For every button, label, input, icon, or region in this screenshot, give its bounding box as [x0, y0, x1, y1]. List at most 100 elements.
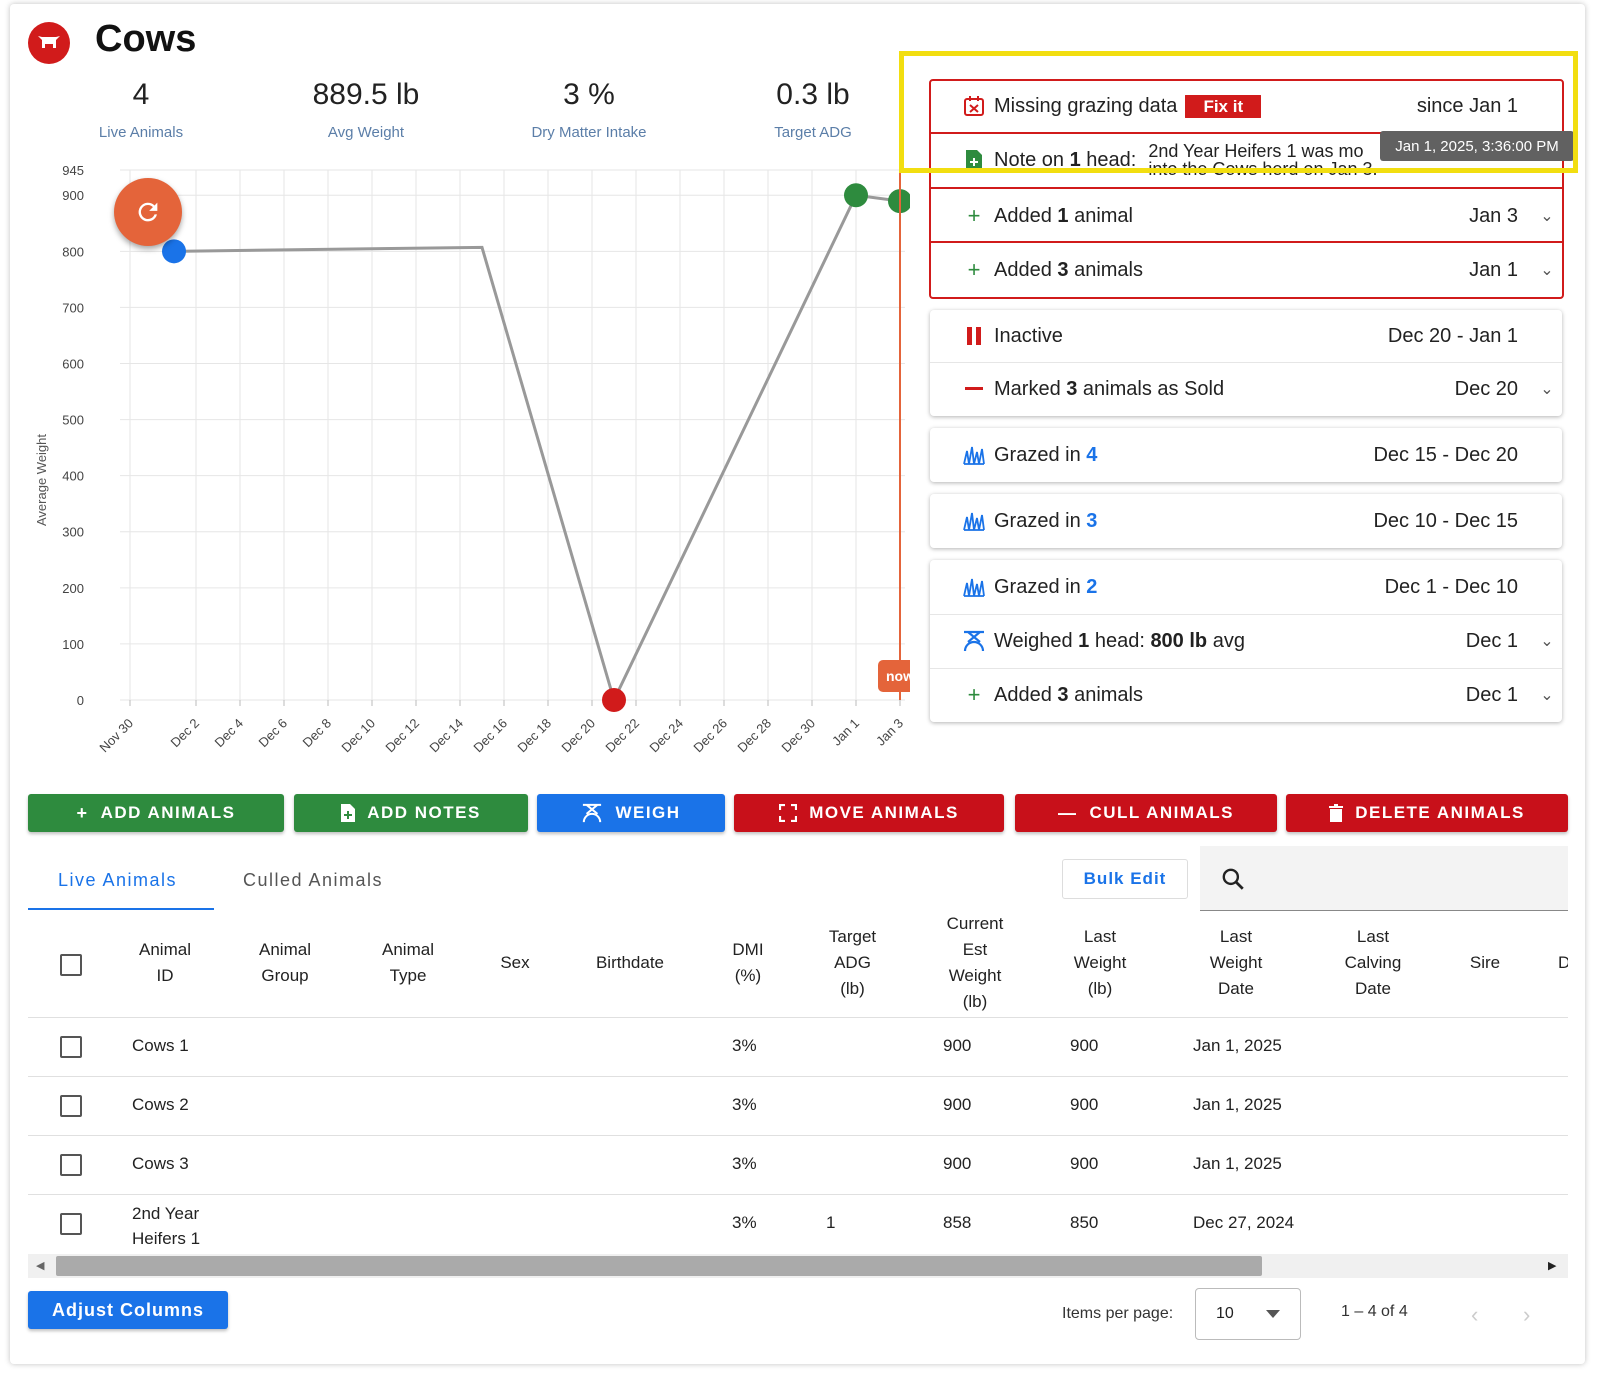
col-last-calving-date[interactable]: Last Calving Date [1344, 927, 1402, 998]
move-animals-button[interactable]: MOVE ANIMALS [734, 794, 1004, 832]
chevron-down-icon[interactable]: ⌄ [1540, 262, 1554, 279]
minus-icon: — [1057, 802, 1078, 823]
scrollbar-thumb[interactable] [56, 1256, 1262, 1276]
cell-dmi: 3% [732, 1036, 757, 1055]
refresh-button[interactable] [114, 178, 182, 246]
chevron-down-icon[interactable]: ⌄ [1540, 687, 1554, 704]
cull-animals-button[interactable]: — CULL ANIMALS [1015, 794, 1277, 832]
event-grazed-4[interactable]: Grazed in 4 Dec 15 - Dec 20 [930, 429, 1562, 481]
event-marked-sold[interactable]: Marked 3 animals as Sold Dec 20 ⌄ [930, 363, 1562, 415]
col-current-est-weight[interactable]: Current Est Weight (lb) [946, 914, 1004, 1011]
col-animal-group[interactable]: Animal Group [259, 940, 311, 985]
now-marker: now [878, 170, 910, 700]
row-checkbox[interactable] [60, 1036, 82, 1058]
next-page-icon[interactable]: › [1523, 1302, 1531, 1327]
event-weighed[interactable]: Weighed 1 head: 800 lb avg Dec 1 ⌄ [930, 615, 1562, 667]
inactive-event-group [930, 310, 1562, 416]
scroll-right-icon[interactable]: ▶ [1548, 1260, 1557, 1272]
data-point [602, 688, 626, 712]
cell-dmi: 3% [732, 1213, 757, 1232]
event-grazed-2[interactable]: Grazed in 2 Dec 1 - Dec 10 [930, 561, 1562, 613]
add-animals-button[interactable]: + ADD ANIMALS [28, 794, 284, 832]
col-last-weight[interactable]: Last Weight (lb) [1073, 927, 1127, 998]
divider [930, 187, 1562, 189]
row-divider [28, 1017, 1568, 1018]
cell-animal-id[interactable]: 2nd Year Heifers 1 [132, 1204, 201, 1248]
data-point [162, 239, 186, 264]
weigh-button[interactable]: WEIGH [537, 794, 725, 832]
event-note[interactable]: Note on 1 head: 2nd Year Heifers 1 was m… [930, 134, 1562, 186]
event-inactive[interactable]: Inactive Dec 20 - Jan 1 [930, 310, 1562, 362]
cell-current-est: 900 [943, 1036, 972, 1055]
x-tick-label: Dec 8 [299, 716, 334, 751]
col-cut[interactable]: D [1558, 953, 1568, 972]
fix-it-button[interactable]: Fix it [1185, 94, 1262, 118]
col-animal-type[interactable]: Animal Type [382, 940, 434, 985]
grass-icon [962, 577, 986, 597]
search-input[interactable] [1200, 846, 1568, 911]
adjust-columns-button[interactable]: Adjust Columns [28, 1291, 228, 1329]
y-tick-label: 945 [62, 163, 84, 178]
cell-animal-id[interactable]: Cows 1 [132, 1036, 189, 1055]
stat-label: Dry Matter Intake [531, 124, 647, 141]
tab-culled-animals[interactable]: Culled Animals [243, 870, 384, 890]
page-range: 1 – 4 of 4 [1341, 1303, 1408, 1320]
col-dmi[interactable]: DMI (%) [732, 940, 764, 985]
paddock-link[interactable]: 4 [1086, 443, 1098, 466]
chevron-down-icon[interactable]: ⌄ [1540, 381, 1554, 398]
row-checkbox[interactable] [60, 1154, 82, 1176]
tab-live-animals[interactable]: Live Animals [58, 870, 178, 890]
cell-last-weight-date: Jan 1, 2025 [1193, 1095, 1282, 1114]
row-checkbox[interactable] [60, 1213, 82, 1235]
row-divider [28, 1194, 1568, 1195]
cell-last-weight: 900 [1070, 1036, 1099, 1055]
grass-icon [962, 445, 986, 465]
row-checkbox[interactable] [60, 1095, 82, 1117]
paddock-link[interactable]: 2 [1086, 575, 1098, 598]
col-last-weight-date[interactable]: Last Weight Date [1209, 927, 1263, 998]
delete-animals-button[interactable]: DELETE ANIMALS [1286, 794, 1568, 832]
y-tick-label: 900 [62, 188, 84, 203]
event-text: Missing grazing data [994, 94, 1178, 117]
chevron-down-icon[interactable]: ⌄ [1540, 633, 1554, 650]
cell-animal-id[interactable]: Cows 2 [132, 1095, 189, 1114]
col-animal-id[interactable]: Animal ID [139, 940, 191, 985]
col-birthdate[interactable]: Birthdate [595, 953, 665, 972]
prev-page-icon[interactable]: ‹ [1471, 1302, 1479, 1327]
x-tick-label: Jan 3 [873, 716, 906, 749]
col-sex[interactable]: Sex [500, 953, 530, 972]
horizontal-scrollbar[interactable]: ◀ ▶ [28, 1254, 1568, 1278]
stat-value: 889.5 lb [312, 78, 420, 111]
col-sire[interactable]: Sire [1469, 953, 1501, 972]
event-grazed-3[interactable]: Grazed in 3 Dec 10 - Dec 15 [930, 495, 1562, 547]
cell-last-weight-date: Jan 1, 2025 [1193, 1154, 1282, 1173]
event-added-3[interactable]: + Added 3 animals Jan 1 ⌄ [930, 244, 1562, 296]
select-all-checkbox[interactable] [60, 954, 82, 976]
event-missing-grazing[interactable]: Missing grazing data Fix it since Jan 1 [930, 80, 1562, 132]
divider [930, 132, 1562, 134]
event-date: Dec 20 - Jan 1 [1387, 324, 1518, 347]
plus-icon: + [76, 802, 89, 823]
paddock-link[interactable]: 3 [1086, 509, 1098, 532]
trash-icon [1329, 804, 1344, 822]
cell-last-weight: 900 [1070, 1154, 1099, 1173]
y-tick-label: 700 [62, 300, 84, 315]
event-added-3-dec1[interactable]: + Added 3 animals Dec 1 ⌄ [930, 669, 1562, 721]
y-axis-label: Average Weight [34, 434, 49, 526]
items-per-page-select[interactable]: 10 [1195, 1288, 1301, 1340]
refresh-icon [138, 202, 158, 222]
add-notes-button[interactable]: ADD NOTES [294, 794, 528, 832]
event-added-1[interactable]: + Added 1 animal Jan 3 ⌄ [930, 190, 1562, 242]
y-ticks: 945 900 800 700 600 500 400 300 200 100 0 [62, 163, 84, 708]
grass-icon [962, 511, 986, 531]
chevron-down-icon[interactable]: ⌄ [1540, 208, 1554, 225]
data-point [844, 183, 868, 208]
items-per-page-label: Items per page: [1062, 1305, 1174, 1322]
bulk-edit-button[interactable]: Bulk Edit [1062, 859, 1188, 899]
event-date: Dec 10 - Dec 15 [1373, 509, 1518, 532]
y-tick-label: 300 [62, 525, 84, 540]
col-target-adg[interactable]: Target ADG (lb) [828, 927, 877, 998]
cell-animal-id[interactable]: Cows 3 [132, 1154, 189, 1173]
scroll-left-icon[interactable]: ◀ [36, 1260, 45, 1272]
minus-icon [962, 387, 986, 391]
